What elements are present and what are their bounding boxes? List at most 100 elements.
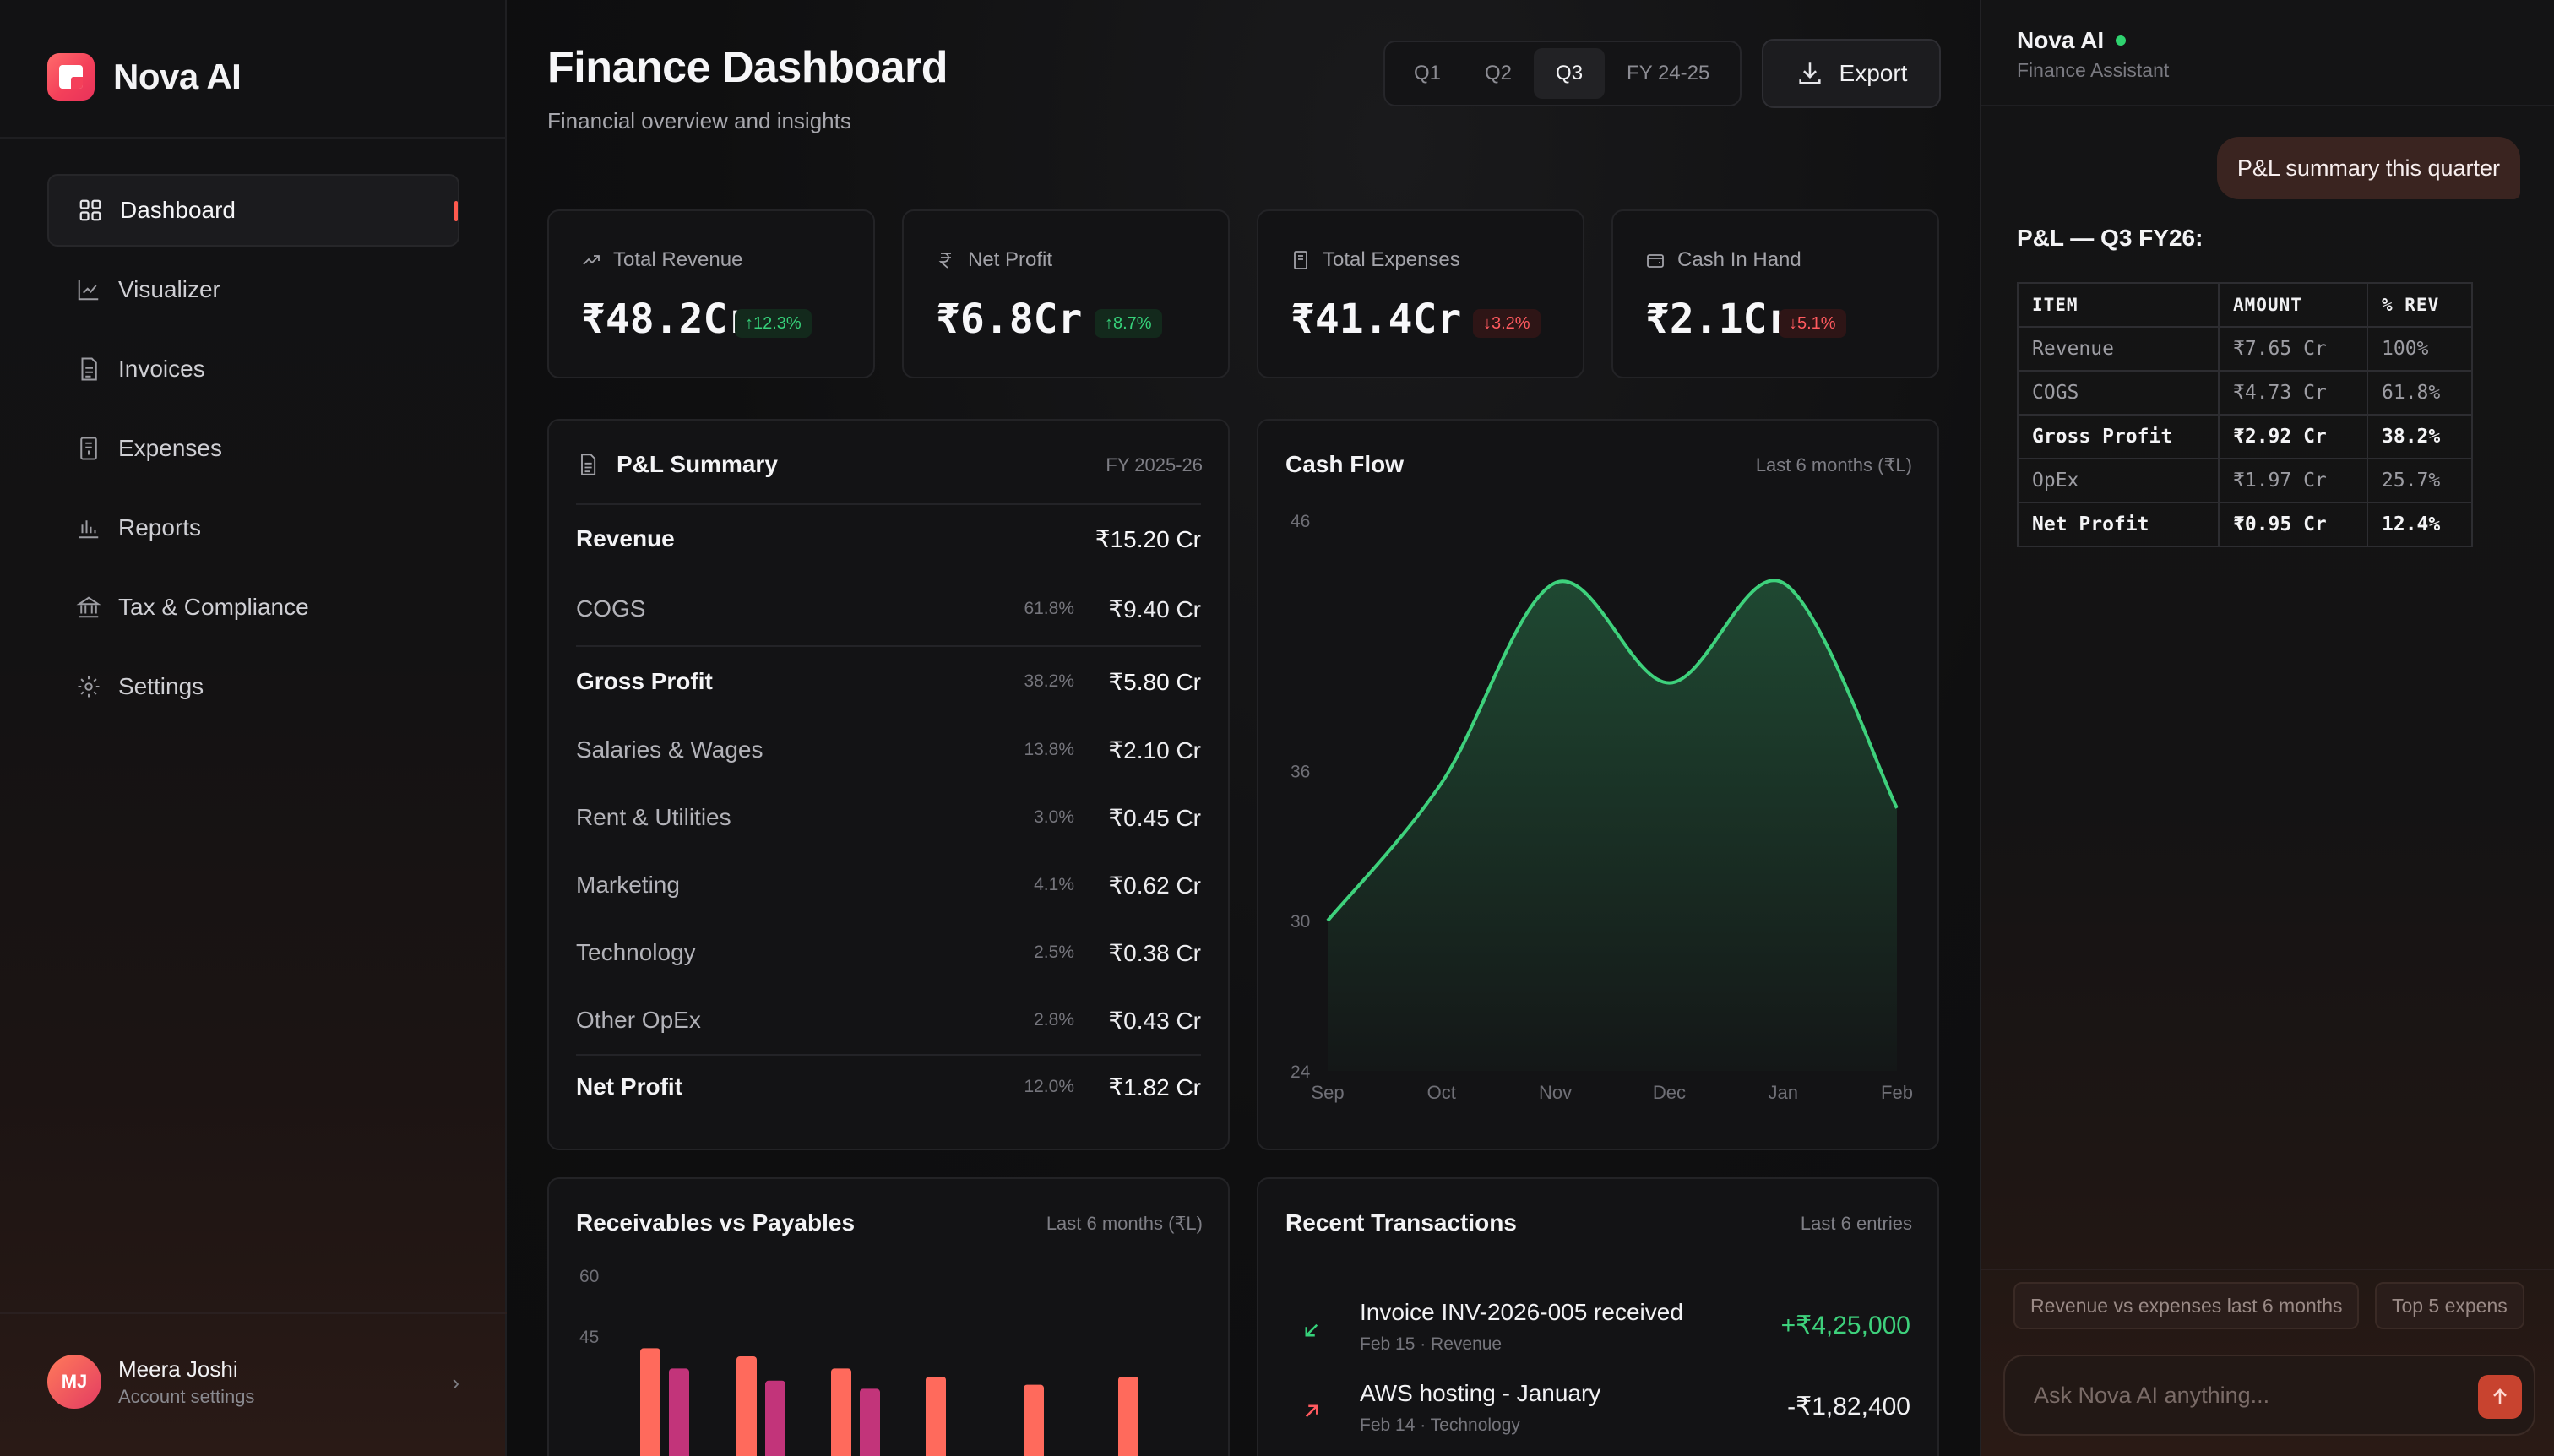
pl-row-pct: 61.8% <box>1024 599 1074 618</box>
transaction-row[interactable]: Invoice INV-2026-005 received Feb 15 · R… <box>1285 1299 1910 1366</box>
cash-flow-line <box>1326 579 1899 922</box>
pl-row-salaries: Salaries & Wages 13.8% ₹2.10 Cr <box>576 716 1201 784</box>
table-cell: Revenue <box>2017 326 2220 372</box>
pl-row-rent: Rent & Utilities 3.0% ₹0.45 Cr <box>576 784 1201 851</box>
sidebar-item-settings[interactable]: Settings <box>47 650 459 723</box>
period-fy-button[interactable]: FY 24-25 <box>1627 62 1710 84</box>
kpi-card-net-profit[interactable]: Net Profit ₹6.8Cr ↑8.7% <box>902 209 1230 378</box>
bar-chart-icon <box>76 515 101 541</box>
sidebar: Nova AI Dashboard Visualizer Invoices E <box>0 0 507 1456</box>
pl-row-amount: ₹2.10 Cr <box>1108 736 1201 763</box>
sidebar-item-label: Reports <box>118 514 202 541</box>
send-button[interactable] <box>2478 1375 2522 1419</box>
sidebar-item-invoices[interactable]: Invoices <box>47 333 459 405</box>
export-label: Export <box>1839 60 1908 86</box>
transaction-amount: -₹1,82,400 <box>1787 1393 1910 1421</box>
suggestion-chips: Revenue vs expenses last 6 months Top 5 … <box>2013 1282 2554 1329</box>
arrow-up-icon <box>2493 1388 2507 1404</box>
x-tick-label: Feb <box>1881 1082 1913 1103</box>
transaction-amount: +₹4,25,000 <box>1780 1312 1910 1339</box>
gear-icon <box>76 674 101 699</box>
kpi-card-cash-in-hand[interactable]: Cash In Hand ₹2.1Cr ↓5.1% <box>1611 209 1939 378</box>
suggestion-chip[interactable]: Top 5 expens <box>2374 1282 2524 1329</box>
table-header: AMOUNT <box>2218 282 2368 328</box>
kpi-change-badge: ↓3.2% <box>1473 309 1541 338</box>
kpi-label: Net Profit <box>968 248 1053 271</box>
logo-icon <box>47 53 95 101</box>
pl-row-pct: 4.1% <box>1034 875 1074 894</box>
card-meta: Last 6 months (₹L) <box>1046 1213 1203 1234</box>
divider <box>1981 1269 2554 1270</box>
period-q3-button[interactable]: Q3 <box>1534 48 1606 99</box>
brand[interactable]: Nova AI <box>47 52 242 101</box>
kpi-value: ₹41.4Cr <box>1291 296 1462 343</box>
pl-row-amount: ₹0.45 Cr <box>1108 804 1201 831</box>
main-content: Finance Dashboard Financial overview and… <box>507 0 1980 1456</box>
kpi-label: Cash In Hand <box>1677 248 1801 271</box>
sidebar-item-visualizer[interactable]: Visualizer <box>47 253 459 326</box>
pl-row-label: Net Profit <box>576 1073 682 1100</box>
x-tick-label: Nov <box>1539 1082 1572 1103</box>
card-title: Recent Transactions <box>1285 1209 1517 1236</box>
pl-row-other-opex: Other OpEx 2.8% ₹0.43 Cr <box>576 986 1201 1054</box>
period-q2-button[interactable]: Q2 <box>1485 62 1513 84</box>
x-tick-label: Dec <box>1653 1082 1686 1103</box>
transaction-row[interactable]: AWS hosting - January Feb 14 · Technolog… <box>1285 1380 1910 1448</box>
kpi-card-total-revenue[interactable]: Total Revenue ₹48.2Cr ↑12.3% <box>547 209 875 378</box>
table-cell: 25.7% <box>2367 458 2473 503</box>
sidebar-item-dashboard[interactable]: Dashboard <box>47 174 459 247</box>
y-tick-label: 60 <box>579 1267 599 1286</box>
table-cell: ₹7.65 Cr <box>2218 326 2368 372</box>
sidebar-item-label: Visualizer <box>118 276 220 302</box>
download-icon <box>1798 62 1821 84</box>
table-cell: ₹0.95 Cr <box>2218 502 2368 547</box>
bar <box>640 1348 660 1456</box>
divider <box>1981 105 2554 106</box>
sidebar-item-label: Tax & Compliance <box>118 594 309 620</box>
kpi-value: ₹48.2Cr <box>581 296 753 343</box>
account-settings-button[interactable]: MJ Meera Joshi Account settings › <box>47 1355 459 1409</box>
export-button[interactable]: Export <box>1762 39 1941 108</box>
kpi-change-badge: ↑12.3% <box>735 309 812 338</box>
sidebar-nav: Dashboard Visualizer Invoices Expenses R… <box>47 174 459 730</box>
arrow-up-right-icon <box>1305 1404 1318 1418</box>
pl-row-label: Rent & Utilities <box>576 804 731 830</box>
user-message: P&L summary this quarter <box>2216 137 2520 199</box>
sidebar-item-reports[interactable]: Reports <box>47 492 459 564</box>
page-title: Finance Dashboard <box>547 43 948 92</box>
sidebar-item-tax-compliance[interactable]: Tax & Compliance <box>47 571 459 644</box>
table-header: % REV <box>2367 282 2473 328</box>
pl-row-amount: ₹1.82 Cr <box>1108 1073 1201 1100</box>
card-title: Cash Flow <box>1285 451 1405 477</box>
grid-icon <box>78 198 103 223</box>
suggestion-chip[interactable]: Revenue vs expenses last 6 months <box>2013 1282 2360 1329</box>
pl-table: ITEM AMOUNT % REV Revenue ₹7.65 Cr 100% … <box>2017 282 2473 547</box>
table-row: Net Profit ₹0.95 Cr 12.4% <box>2017 502 2473 547</box>
pl-row-pct: 2.5% <box>1034 943 1074 962</box>
pl-row-amount: ₹9.40 Cr <box>1108 595 1201 622</box>
pl-summary-card: P&L Summary FY 2025-26 Revenue ₹15.20 Cr… <box>547 419 1230 1150</box>
divider <box>0 137 507 139</box>
receivables-payables-card: Receivables vs Payables Last 6 months (₹… <box>547 1177 1230 1456</box>
kpi-card-total-expenses[interactable]: Total Expenses ₹41.4Cr ↓3.2% <box>1257 209 1584 378</box>
card-title: Receivables vs Payables <box>576 1209 856 1236</box>
wallet-icon <box>1647 254 1664 268</box>
pl-row-revenue: Revenue ₹15.20 Cr <box>576 505 1201 573</box>
line-chart-icon <box>76 277 101 302</box>
divider <box>576 645 1201 647</box>
chat-input[interactable] <box>2034 1356 2456 1434</box>
sidebar-item-label: Dashboard <box>120 197 236 223</box>
pl-row-pct: 2.8% <box>1034 1010 1074 1030</box>
sidebar-item-expenses[interactable]: Expenses <box>47 412 459 485</box>
bar <box>831 1368 851 1456</box>
assistant-name: Nova AI <box>2017 27 2105 53</box>
pl-row-amount: ₹0.43 Cr <box>1108 1007 1201 1034</box>
period-q1-button[interactable]: Q1 <box>1414 62 1442 84</box>
pl-row-label: Technology <box>576 939 696 965</box>
divider <box>576 1054 1201 1056</box>
pl-row-technology: Technology 2.5% ₹0.38 Cr <box>576 919 1201 986</box>
pl-row-amount: ₹5.80 Cr <box>1108 668 1201 695</box>
divider <box>0 1312 507 1314</box>
brand-name: Nova AI <box>113 57 242 96</box>
